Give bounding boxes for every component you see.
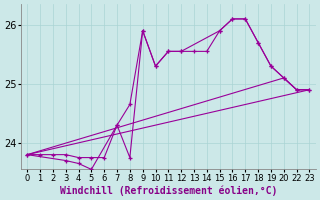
X-axis label: Windchill (Refroidissement éolien,°C): Windchill (Refroidissement éolien,°C) bbox=[60, 185, 277, 196]
